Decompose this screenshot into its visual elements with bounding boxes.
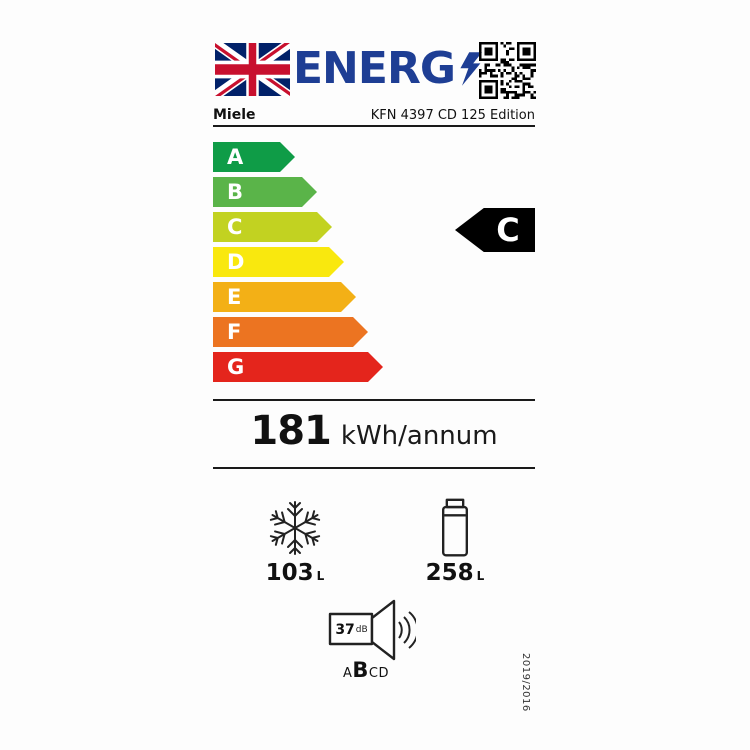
- rating-indicator: C: [455, 208, 535, 252]
- noise-class-a: A: [342, 666, 353, 681]
- noise-class-scale: ABCD: [328, 658, 404, 682]
- energy-unit: kWh/annum: [340, 421, 498, 451]
- noise-unit: dB: [355, 624, 368, 635]
- grade-letter: F: [227, 320, 242, 344]
- energy-value: 181: [250, 408, 331, 454]
- noise-section: 37 dB ABCD: [328, 598, 420, 684]
- noise-value: 37: [335, 621, 355, 638]
- lightning-bolt-icon: [460, 52, 482, 86]
- grade-letter: A: [227, 145, 244, 169]
- regulation-number: 2019/2016: [520, 653, 531, 712]
- scale-arrow-d: D: [213, 247, 344, 277]
- fridge-volume-unit: L: [476, 569, 485, 583]
- union-jack-flag-icon: [215, 43, 290, 96]
- scale-arrow-g: G: [213, 352, 383, 382]
- freezer-volume: 103 L: [235, 560, 355, 586]
- noise-level: 37 dB: [332, 615, 371, 644]
- qr-code: [479, 42, 536, 99]
- freezer-volume-unit: L: [316, 569, 325, 583]
- energy-consumption: 181 kWh/annum: [213, 408, 535, 464]
- scale-arrow-b: B: [213, 177, 317, 207]
- divider-line: [213, 467, 535, 469]
- noise-class-d: D: [378, 666, 389, 681]
- grade-letter: G: [227, 355, 245, 379]
- energ-text: ENERG: [293, 43, 456, 94]
- grade-letter: C: [227, 215, 243, 239]
- scale-arrow-a: A: [213, 142, 295, 172]
- grade-letter: E: [227, 285, 242, 309]
- brand-row: Miele KFN 4397 CD 125 Edition: [213, 105, 535, 127]
- grade-letter: D: [227, 250, 245, 274]
- fridge-volume-value: 258: [425, 560, 474, 586]
- scale-arrow-c: C: [213, 212, 332, 242]
- snowflake-icon: [267, 501, 323, 555]
- rating-grade-letter: C: [496, 211, 520, 249]
- model-number: KFN 4397 CD 125 Edition: [370, 108, 535, 123]
- fridge-volume: 258 L: [395, 560, 515, 586]
- energ-wordmark: ENERG: [293, 40, 482, 98]
- scale-arrow-f: F: [213, 317, 368, 347]
- freezer-compartment: 103 L: [235, 498, 355, 586]
- noise-class-c: C: [368, 666, 379, 681]
- bottle-icon: [442, 498, 468, 557]
- speaker-icon: [328, 599, 416, 661]
- brand-name: Miele: [213, 107, 256, 123]
- scale-arrow-e: E: [213, 282, 356, 312]
- noise-class-b: B: [352, 658, 369, 682]
- grade-letter: B: [227, 180, 244, 204]
- efficiency-scale: A B C D E F G: [213, 142, 383, 387]
- freezer-volume-value: 103: [265, 560, 314, 586]
- fridge-compartment: 258 L: [395, 498, 515, 586]
- divider-line: [213, 399, 535, 401]
